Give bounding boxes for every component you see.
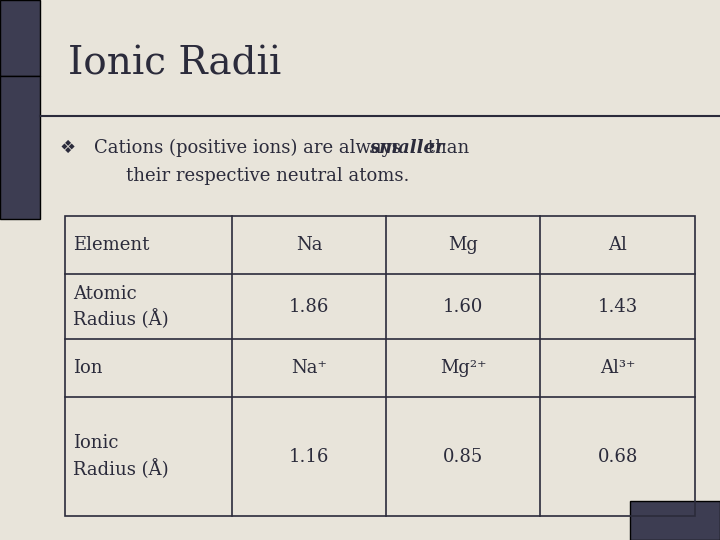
Text: Cations (positive ions) are always: Cations (positive ions) are always [94, 139, 406, 157]
Text: Na⁺: Na⁺ [291, 359, 327, 377]
Text: Element: Element [73, 236, 150, 254]
Text: Mg: Mg [449, 236, 478, 254]
Text: Na: Na [296, 236, 322, 254]
Text: than: than [422, 139, 469, 157]
Text: 1.86: 1.86 [289, 298, 329, 316]
Text: Atomic
Radius (Å): Atomic Radius (Å) [73, 285, 169, 329]
Text: ❖: ❖ [59, 139, 75, 157]
Text: 29: 29 [665, 513, 685, 528]
Text: Al³⁺: Al³⁺ [600, 359, 635, 377]
Text: Ionic
Radius (Å): Ionic Radius (Å) [73, 434, 169, 478]
Text: Ion: Ion [73, 359, 103, 377]
Text: 0.68: 0.68 [598, 448, 638, 465]
Text: 0.85: 0.85 [443, 448, 483, 465]
Text: Ionic Radii: Ionic Radii [68, 46, 282, 83]
Text: Mg²⁺: Mg²⁺ [440, 359, 487, 377]
Text: 1.43: 1.43 [598, 298, 638, 316]
Text: 1.16: 1.16 [289, 448, 329, 465]
Text: their respective neutral atoms.: their respective neutral atoms. [126, 167, 410, 185]
Text: 1.60: 1.60 [443, 298, 483, 316]
Text: smaller: smaller [369, 139, 444, 157]
Text: Al: Al [608, 236, 627, 254]
